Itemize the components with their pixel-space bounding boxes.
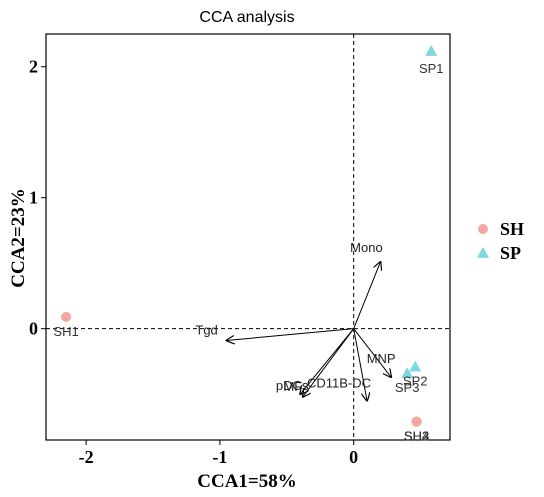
x-tick-label: -1: [212, 447, 227, 467]
y-tick-label: 2: [29, 57, 38, 77]
plot-frame: [45, 33, 451, 441]
point-sp3: [401, 367, 414, 379]
vector-label: Tgd: [195, 322, 217, 337]
point-sh1: [61, 311, 72, 322]
legend-label-sh: SH: [500, 219, 524, 239]
point-label: SP2: [403, 374, 428, 389]
y-tick-label: 1: [29, 188, 38, 208]
vector-label: CD11B-DC: [307, 376, 371, 391]
vector-arrow: [353, 328, 391, 377]
y-tick-label: 0: [29, 319, 38, 339]
point-label: SH1: [53, 324, 78, 339]
vector-arrow: [303, 328, 355, 397]
x-tick-label: -2: [79, 447, 94, 467]
point-sp2: [409, 360, 422, 372]
x-tick-label: 0: [349, 447, 358, 467]
vector-arrow: [353, 262, 381, 329]
point-sp1: [425, 45, 438, 56]
vector-label: Mono: [350, 240, 383, 255]
vector-label: MF: [283, 379, 302, 394]
point-label: SH2: [404, 429, 429, 444]
legend-label-sp: SP: [500, 243, 521, 263]
legend-key-sp: [477, 247, 489, 258]
legend-key-sh: [478, 224, 488, 234]
vector-arrow: [300, 328, 355, 394]
vector-arrow: [227, 328, 354, 341]
vector-label: pDCs: [276, 378, 309, 393]
y-axis-title: CCA2=23%: [8, 188, 29, 288]
vector-arrow: [353, 328, 367, 401]
legend: SH SP: [477, 219, 524, 263]
point-label: SP3: [395, 380, 420, 395]
point-label: SH3: [404, 429, 429, 444]
x-axis-title: CCA1=58%: [197, 471, 297, 492]
chart-title: CCA analysis: [199, 9, 294, 26]
point-sh4: [411, 416, 422, 427]
vector-label: MNP: [367, 351, 396, 366]
point-label: SH4: [404, 429, 429, 444]
point-label: SP1: [419, 61, 444, 76]
